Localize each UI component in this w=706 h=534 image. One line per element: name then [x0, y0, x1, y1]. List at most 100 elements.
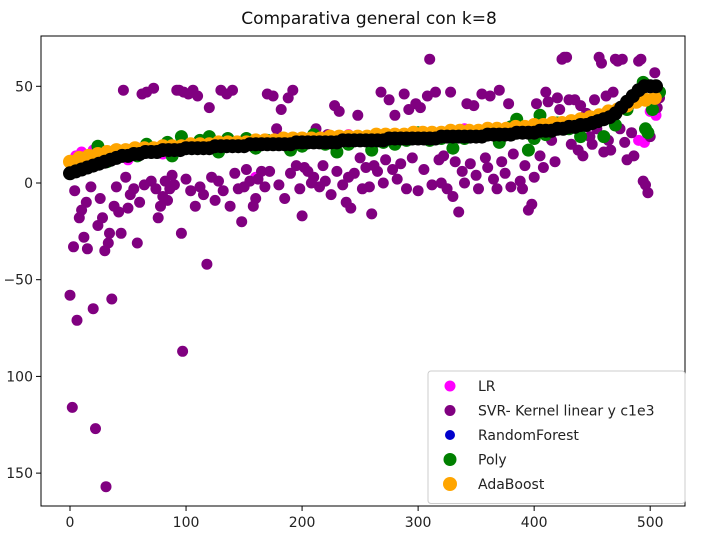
- data-point: [473, 183, 484, 195]
- data-point: [521, 143, 535, 157]
- data-point: [217, 185, 229, 197]
- data-point: [240, 164, 252, 175]
- data-point: [345, 202, 357, 214]
- data-point: [499, 167, 511, 179]
- legend-marker: [444, 405, 456, 416]
- data-point: [317, 160, 329, 172]
- x-tick-label: 200: [289, 515, 316, 531]
- data-point: [198, 189, 209, 201]
- data-point: [166, 169, 178, 181]
- data-point: [445, 86, 457, 98]
- data-point: [491, 183, 503, 195]
- data-point: [69, 185, 81, 197]
- data-point: [168, 179, 180, 191]
- data-point: [68, 241, 79, 253]
- data-point: [459, 177, 470, 189]
- data-point: [430, 86, 441, 98]
- data-point: [649, 67, 661, 79]
- data-point: [201, 258, 213, 270]
- legend-label: RandomForest: [478, 428, 579, 444]
- data-point: [551, 92, 563, 104]
- data-point: [447, 191, 459, 202]
- legend-label: SVR- Kernel linear y c1e3: [478, 404, 654, 420]
- data-point: [531, 98, 542, 110]
- data-point: [605, 144, 617, 156]
- data-point: [180, 173, 192, 185]
- data-point: [267, 90, 279, 102]
- data-point: [647, 90, 662, 105]
- data-point: [189, 200, 201, 212]
- data-point: [635, 53, 647, 65]
- data-point: [102, 237, 114, 249]
- legend-label: Poly: [478, 453, 507, 469]
- data-point: [484, 90, 496, 102]
- data-point: [372, 165, 383, 177]
- data-point: [482, 162, 494, 173]
- data-point: [120, 171, 132, 183]
- data-point: [456, 165, 468, 177]
- data-point: [554, 104, 566, 115]
- data-point: [377, 177, 389, 189]
- data-point: [387, 164, 399, 175]
- data-point: [597, 130, 611, 144]
- data-point: [175, 227, 187, 239]
- data-point: [441, 183, 453, 195]
- legend-box: [427, 370, 686, 504]
- data-point: [275, 104, 287, 115]
- data-point: [134, 196, 146, 208]
- y-tick-label: 50: [15, 79, 33, 95]
- data-point: [296, 210, 308, 222]
- data-point: [649, 79, 663, 94]
- data-point: [534, 150, 546, 162]
- x-tick-label: 400: [521, 515, 548, 531]
- data-point: [646, 103, 659, 116]
- data-point: [264, 165, 276, 177]
- data-point: [213, 175, 224, 187]
- data-point: [488, 173, 499, 185]
- legend-label: AdaBoost: [478, 477, 545, 493]
- data-point: [418, 164, 430, 175]
- data-point: [227, 84, 238, 96]
- plot-frame: [40, 35, 686, 507]
- data-point: [453, 206, 465, 218]
- data-point: [287, 84, 299, 96]
- data-point: [174, 130, 188, 144]
- data-point: [81, 243, 93, 255]
- data-point: [517, 183, 528, 195]
- data-point: [177, 345, 189, 357]
- plot-area: [63, 51, 666, 493]
- data-point: [542, 96, 554, 108]
- x-tick-label: 500: [637, 515, 664, 531]
- data-point: [90, 423, 101, 435]
- data-point: [426, 179, 438, 191]
- data-point: [162, 194, 173, 206]
- data-point: [607, 86, 619, 98]
- data-point: [100, 481, 112, 493]
- data-point: [64, 289, 76, 301]
- data-point: [375, 86, 387, 98]
- data-point: [537, 162, 549, 173]
- data-point: [224, 200, 236, 212]
- data-point: [78, 231, 90, 243]
- data-point: [507, 148, 519, 160]
- data-point: [406, 152, 418, 164]
- data-point: [279, 193, 291, 204]
- legend-label: LR: [478, 379, 496, 395]
- data-point: [203, 102, 215, 114]
- data-point: [128, 183, 140, 195]
- data-point: [97, 212, 108, 224]
- data-point: [476, 88, 488, 100]
- data-point: [438, 150, 450, 162]
- data-point: [496, 156, 508, 168]
- data-point: [398, 88, 410, 100]
- data-point: [363, 181, 375, 193]
- data-point: [446, 141, 460, 155]
- data-point: [333, 105, 345, 117]
- data-point: [493, 84, 505, 96]
- data-point: [110, 181, 122, 193]
- x-tick-label: 100: [173, 515, 200, 531]
- data-point: [152, 212, 164, 224]
- data-point: [85, 181, 97, 193]
- data-point: [325, 189, 337, 201]
- data-point: [122, 202, 134, 214]
